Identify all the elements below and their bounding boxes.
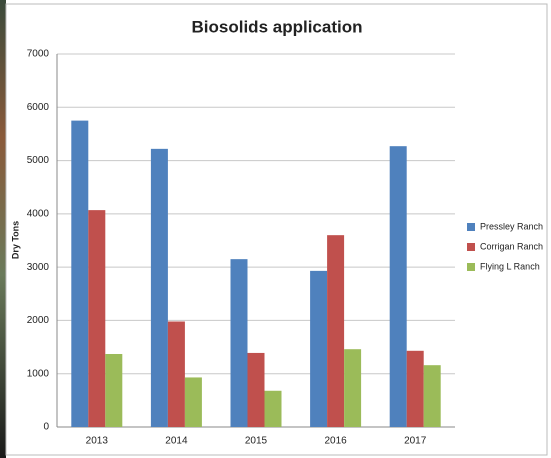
y-axis-label: Dry Tons [10, 221, 20, 259]
y-tick-label: 5000 [27, 155, 50, 166]
legend-label: Flying L Ranch [480, 261, 540, 271]
chart: Biosolids application Dry Tons 0 1000 2000… [0, 0, 551, 458]
bar [265, 391, 282, 427]
x-tick-label: 2014 [165, 436, 188, 447]
page: Biosolids application Dry Tons 0 1000 2000… [0, 0, 551, 458]
y-tick-label: 7000 [27, 49, 50, 60]
legend-label: Corrigan Ranch [480, 241, 543, 251]
bar [424, 365, 441, 427]
bar [71, 121, 88, 427]
legend-swatch [467, 243, 475, 251]
bar [344, 349, 361, 427]
y-tick-label: 6000 [27, 102, 50, 113]
legend-swatch [467, 263, 475, 271]
bar [88, 210, 105, 427]
bar [248, 353, 265, 427]
x-tick-label: 2017 [404, 436, 427, 447]
background-strip [0, 0, 6, 458]
y-tick-label: 2000 [27, 315, 50, 326]
y-tick-label: 1000 [27, 368, 50, 379]
bar [151, 149, 168, 427]
bar [105, 354, 122, 427]
chart-title: Biosolids application [192, 17, 363, 36]
x-tick-label: 2015 [245, 436, 268, 447]
y-tick-label: 4000 [27, 208, 50, 219]
y-tick-label: 0 [43, 422, 49, 433]
bar [310, 271, 327, 427]
bar [231, 259, 248, 427]
bar [327, 235, 344, 427]
x-tick-label: 2013 [86, 436, 109, 447]
bar [390, 146, 407, 427]
legend-label: Pressley Ranch [480, 221, 543, 231]
legend-swatch [467, 223, 475, 231]
bar [185, 377, 202, 427]
bar [407, 351, 424, 427]
y-tick-label: 3000 [27, 262, 50, 273]
bar [168, 321, 185, 427]
x-tick-label: 2016 [324, 436, 347, 447]
